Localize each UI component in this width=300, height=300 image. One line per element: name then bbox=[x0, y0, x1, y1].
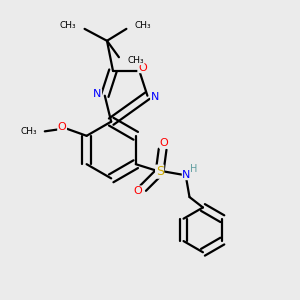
Text: O: O bbox=[138, 63, 147, 73]
Text: CH₃: CH₃ bbox=[127, 56, 144, 65]
Text: O: O bbox=[134, 186, 142, 196]
Text: O: O bbox=[58, 122, 67, 132]
Text: N: N bbox=[182, 169, 191, 180]
Text: CH₃: CH₃ bbox=[135, 21, 152, 30]
Text: H: H bbox=[190, 164, 198, 174]
Text: N: N bbox=[93, 89, 101, 99]
Text: S: S bbox=[156, 165, 164, 178]
Text: CH₃: CH₃ bbox=[60, 21, 76, 30]
Text: CH₃: CH₃ bbox=[21, 127, 37, 136]
Text: O: O bbox=[160, 138, 169, 148]
Text: N: N bbox=[151, 92, 159, 102]
